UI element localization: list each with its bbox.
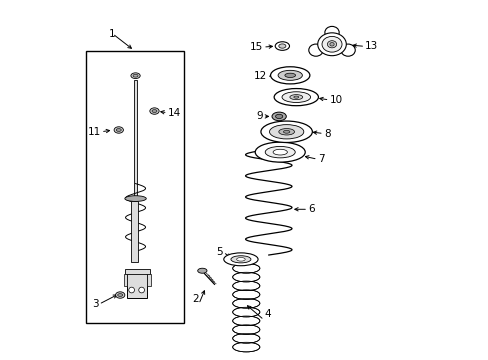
Ellipse shape (270, 67, 309, 84)
Ellipse shape (255, 142, 305, 162)
Ellipse shape (139, 287, 144, 293)
Bar (134, 80, 137, 202)
Ellipse shape (324, 26, 339, 39)
Ellipse shape (236, 257, 244, 261)
Ellipse shape (232, 325, 259, 334)
Ellipse shape (261, 121, 312, 143)
Ellipse shape (272, 149, 287, 155)
Ellipse shape (230, 256, 250, 263)
Ellipse shape (197, 268, 206, 273)
Ellipse shape (269, 125, 303, 139)
Ellipse shape (326, 41, 336, 48)
Ellipse shape (116, 129, 121, 131)
Ellipse shape (340, 44, 354, 56)
Text: 7: 7 (317, 154, 324, 164)
Text: 5: 5 (216, 247, 223, 257)
Ellipse shape (232, 298, 259, 308)
Ellipse shape (278, 70, 302, 80)
Ellipse shape (232, 281, 259, 291)
Bar (130, 202, 138, 262)
Text: 14: 14 (167, 108, 181, 118)
Ellipse shape (152, 110, 157, 112)
Ellipse shape (232, 264, 259, 273)
Ellipse shape (232, 316, 259, 326)
Text: 10: 10 (329, 95, 342, 105)
Text: 8: 8 (323, 129, 330, 139)
Ellipse shape (149, 108, 159, 114)
Bar (123, 274, 127, 287)
Bar (124, 269, 149, 274)
Ellipse shape (232, 307, 259, 317)
Ellipse shape (278, 129, 294, 135)
Text: 13: 13 (365, 41, 378, 51)
Ellipse shape (224, 253, 258, 266)
Bar (85, 51, 183, 323)
Ellipse shape (115, 292, 124, 298)
Text: 15: 15 (249, 42, 263, 52)
Ellipse shape (322, 36, 341, 52)
Ellipse shape (118, 294, 122, 296)
Ellipse shape (232, 272, 259, 282)
Ellipse shape (232, 342, 259, 352)
Ellipse shape (289, 95, 302, 100)
Ellipse shape (278, 44, 285, 48)
Ellipse shape (124, 196, 146, 202)
Text: 12: 12 (253, 71, 266, 81)
Ellipse shape (285, 73, 295, 77)
Ellipse shape (274, 89, 318, 106)
Ellipse shape (317, 33, 346, 56)
Ellipse shape (329, 42, 333, 46)
Bar (127, 273, 147, 298)
Ellipse shape (133, 74, 138, 77)
Ellipse shape (293, 96, 298, 98)
Ellipse shape (114, 127, 123, 133)
Text: 2: 2 (192, 294, 198, 303)
Ellipse shape (282, 92, 310, 103)
Text: 11: 11 (87, 127, 101, 137)
Ellipse shape (264, 147, 295, 158)
Ellipse shape (131, 73, 140, 78)
Text: 6: 6 (307, 204, 314, 214)
Text: 4: 4 (264, 309, 270, 319)
Ellipse shape (128, 287, 134, 293)
Ellipse shape (232, 290, 259, 300)
Bar (147, 274, 151, 287)
Text: 1: 1 (109, 28, 115, 39)
Ellipse shape (308, 44, 323, 56)
Ellipse shape (275, 114, 282, 118)
Text: 9: 9 (256, 111, 263, 121)
Ellipse shape (283, 130, 289, 133)
Text: 3: 3 (92, 299, 99, 309)
Ellipse shape (275, 42, 289, 50)
Ellipse shape (232, 333, 259, 343)
Ellipse shape (271, 112, 285, 121)
Bar (234, 264, 258, 351)
